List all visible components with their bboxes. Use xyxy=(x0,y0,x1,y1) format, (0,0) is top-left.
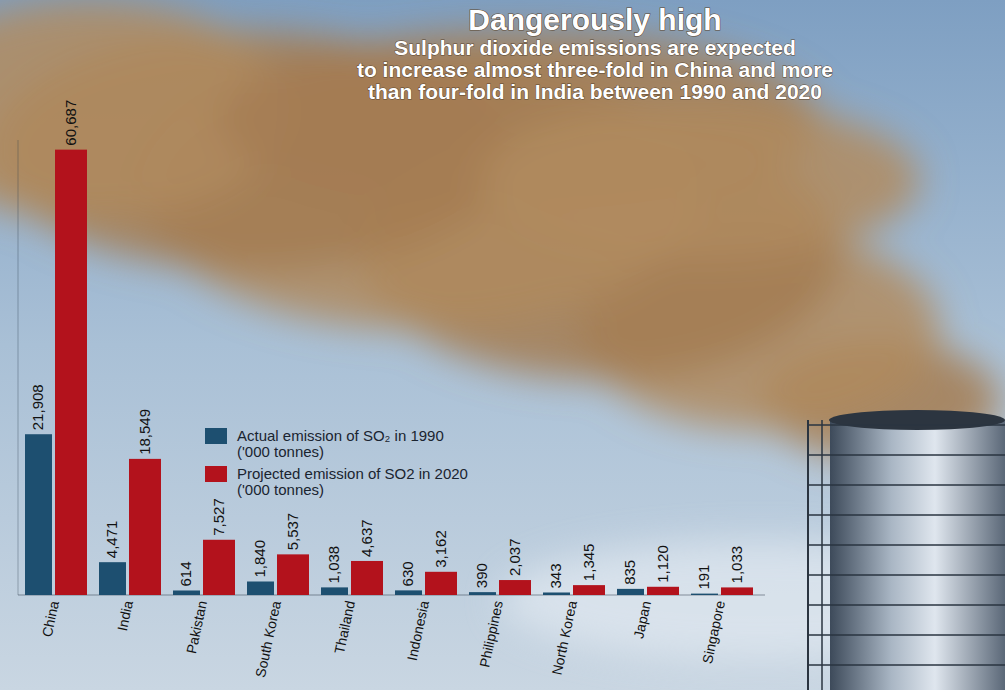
data-label: 1,038 xyxy=(326,546,343,584)
data-label: 191 xyxy=(696,565,713,590)
legend-line: ('000 tonnes) xyxy=(237,481,324,498)
chimney-top xyxy=(829,410,1005,430)
data-label: 18,549 xyxy=(136,409,153,455)
data-label: 614 xyxy=(178,561,195,586)
bar xyxy=(647,587,679,595)
title: Dangerously high xyxy=(468,3,721,36)
data-label: 4,471 xyxy=(104,521,121,559)
data-label: 3,162 xyxy=(432,530,449,568)
bar xyxy=(25,434,52,595)
bar xyxy=(203,540,235,595)
bar xyxy=(129,459,161,595)
legend-line: Actual emission of SO₂ in 1990 xyxy=(237,427,444,444)
bar xyxy=(425,572,457,595)
legend: Actual emission of SO₂ in 1990('000 tonn… xyxy=(205,427,468,498)
smoke-puff xyxy=(480,100,920,260)
category-label: Japan xyxy=(630,599,654,640)
legend-line: ('000 tonnes) xyxy=(237,443,324,460)
data-label: 60,687 xyxy=(62,100,79,146)
data-label: 7,527 xyxy=(210,498,227,536)
data-label: 343 xyxy=(548,563,565,588)
category-label: Pakistan xyxy=(183,599,210,655)
bar xyxy=(469,592,496,595)
scaffold xyxy=(807,420,809,690)
legend-swatch xyxy=(205,466,227,482)
legend-line: Projected emission of SO2 in 2020 xyxy=(237,465,468,482)
data-label: 835 xyxy=(622,560,639,585)
bars xyxy=(25,150,753,595)
subtitle-line: to increase almost three-fold in China a… xyxy=(357,58,833,81)
subtitle: Sulphur dioxide emissions are expectedto… xyxy=(357,36,833,103)
bar xyxy=(321,587,348,595)
chimney xyxy=(808,410,1005,690)
category-label: India xyxy=(114,599,136,632)
bar xyxy=(247,581,274,595)
category-label: Thailand xyxy=(331,599,358,655)
data-label: 1,033 xyxy=(728,546,745,584)
category-label: North Korea xyxy=(549,599,580,676)
subtitle-line: than four-fold in India between 1990 and… xyxy=(368,80,822,103)
scaffold xyxy=(821,420,823,690)
data-label: 390 xyxy=(474,563,491,588)
bar xyxy=(55,150,87,595)
scaffold xyxy=(808,454,1005,456)
scaffold xyxy=(808,664,1005,666)
legend-swatch xyxy=(205,428,227,444)
category-label: Philippines xyxy=(476,599,506,669)
bar xyxy=(573,585,605,595)
bar xyxy=(173,590,200,595)
scaffold xyxy=(808,574,1005,576)
x-tick-labels: China India Pakistan South Korea Thailand Ind… xyxy=(39,599,728,679)
data-label: 1,345 xyxy=(580,544,597,582)
scaffold xyxy=(808,514,1005,516)
bar xyxy=(617,589,644,595)
legend-label: Actual emission of SO₂ in 1990('000 tonn… xyxy=(237,427,444,460)
data-label: 630 xyxy=(400,561,417,586)
chart: Dangerously highSulphur dioxide emission… xyxy=(0,0,1005,690)
bar xyxy=(721,587,753,595)
category-label: Indonesia xyxy=(404,599,432,662)
bar xyxy=(351,561,383,595)
data-label: 1,840 xyxy=(252,540,269,578)
bar xyxy=(99,562,126,595)
data-labels: 21,908 4,471 614 1,840 1,038 630 390 343 835 191 6… xyxy=(30,100,746,590)
scaffold xyxy=(808,484,1005,486)
y-axis-line xyxy=(18,140,19,595)
smoke xyxy=(0,0,1000,460)
bar xyxy=(543,592,570,595)
bar xyxy=(277,554,309,595)
scaffold xyxy=(808,634,1005,636)
scaffold xyxy=(808,604,1005,606)
data-label: 4,637 xyxy=(358,519,375,557)
scaffold xyxy=(808,424,1005,426)
chimney-body xyxy=(830,420,1005,690)
data-label: 5,537 xyxy=(284,513,301,551)
subtitle-line: Sulphur dioxide emissions are expected xyxy=(394,36,795,59)
data-label: 1,120 xyxy=(654,545,671,583)
category-label: Singapore xyxy=(699,599,728,665)
bar xyxy=(395,590,422,595)
data-label: 21,908 xyxy=(30,384,47,430)
data-label: 2,037 xyxy=(506,539,523,577)
category-label: China xyxy=(39,599,62,638)
bar xyxy=(691,594,718,595)
legend-label: Projected emission of SO2 in 2020('000 t… xyxy=(237,465,468,498)
scaffold xyxy=(808,544,1005,546)
category-label: South Korea xyxy=(252,599,284,679)
bar xyxy=(499,580,531,595)
